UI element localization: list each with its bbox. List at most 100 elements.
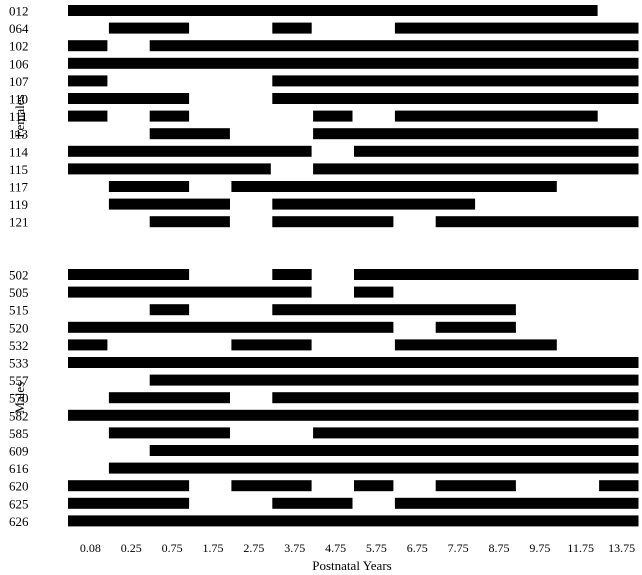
x-tick-label: 13.75 xyxy=(608,541,635,555)
bar-segment xyxy=(68,145,312,157)
bar-segment xyxy=(68,57,639,69)
row-label: 585 xyxy=(9,426,29,441)
row-label: 102 xyxy=(9,39,29,54)
bar-segment xyxy=(313,427,639,439)
x-tick-label: 6.75 xyxy=(407,541,428,555)
row-label: 616 xyxy=(9,461,29,476)
bar-segment xyxy=(354,286,394,298)
row-label: 557 xyxy=(9,373,29,388)
row-label: 012 xyxy=(9,4,29,19)
row-label: 520 xyxy=(9,320,29,335)
group-label: Females xyxy=(12,94,27,137)
bar-segment xyxy=(231,480,312,492)
bar-segment xyxy=(149,216,230,228)
bar-segment xyxy=(272,198,476,210)
x-tick-label: 5.75 xyxy=(366,541,387,555)
x-tick-label: 3.75 xyxy=(284,541,305,555)
row-label: 609 xyxy=(9,444,29,459)
bar-segment xyxy=(599,480,639,492)
bar-segment xyxy=(149,445,639,456)
row-labels-layer: 012 064 102 106 107 110 111 113 114 115 117 119 121 5… xyxy=(9,4,29,529)
x-tick-label: 9.75 xyxy=(529,541,550,555)
bar-segment xyxy=(108,427,230,439)
bar-segment xyxy=(272,269,312,280)
bar-segment xyxy=(394,110,598,122)
bar-segment xyxy=(394,22,639,34)
bar-segment xyxy=(108,181,190,192)
row-label: 626 xyxy=(9,514,29,529)
row-label: 117 xyxy=(9,180,29,195)
bar-segment xyxy=(313,163,639,175)
row-label: 114 xyxy=(9,144,29,159)
bar-segment xyxy=(313,110,353,122)
bar-segment xyxy=(149,40,639,52)
bar-segment xyxy=(354,480,394,492)
row-label: 113 xyxy=(9,127,28,142)
row-label: 502 xyxy=(9,268,29,283)
bar-segment xyxy=(68,339,108,351)
row-label: 107 xyxy=(9,74,29,89)
x-tick-label: 2.75 xyxy=(243,541,264,555)
bar-segment xyxy=(149,110,190,122)
row-label: 121 xyxy=(9,215,29,230)
bar-segment xyxy=(68,110,108,122)
bar-segment xyxy=(272,392,639,404)
bar-segment xyxy=(68,286,312,298)
bar-segment xyxy=(68,269,190,280)
row-label: 119 xyxy=(9,197,28,212)
bar-segment xyxy=(354,145,639,157)
bar-segment xyxy=(68,515,639,527)
bar-segment xyxy=(272,93,639,104)
bar-segment xyxy=(68,480,190,492)
bar-segment xyxy=(149,374,639,386)
bar-segment xyxy=(272,75,639,87)
bar-segment xyxy=(149,128,230,140)
row-label: 582 xyxy=(9,408,29,423)
bar-segment xyxy=(108,392,230,404)
x-tick-label: 4.75 xyxy=(325,541,346,555)
bar-segment xyxy=(272,216,394,228)
bar-segment xyxy=(68,409,639,421)
row-label: 106 xyxy=(9,56,29,71)
bar-segment xyxy=(108,198,230,210)
row-label: 515 xyxy=(9,303,29,318)
bar-segment xyxy=(231,339,312,351)
group-label: Males xyxy=(12,382,27,414)
row-label: 111 xyxy=(9,109,28,124)
bar-segment xyxy=(435,321,516,333)
bar-segment xyxy=(68,163,271,175)
row-label: 110 xyxy=(9,92,28,107)
row-label: 505 xyxy=(9,285,29,300)
bar-segment xyxy=(313,128,639,140)
x-tick-label: 8.75 xyxy=(489,541,510,555)
bar-segment xyxy=(435,480,516,492)
bar-segment xyxy=(231,181,557,192)
bar-segment xyxy=(272,304,516,316)
bar-segment xyxy=(68,5,598,16)
bar-segment xyxy=(272,497,353,509)
bar-segment xyxy=(354,269,639,280)
bar-segment xyxy=(108,22,190,34)
x-tick-label: 11.75 xyxy=(567,541,594,555)
row-label: 620 xyxy=(9,479,29,494)
bar-segment xyxy=(68,40,108,52)
bar-segment xyxy=(68,357,639,368)
row-label: 625 xyxy=(9,496,29,511)
bar-segment xyxy=(68,321,394,333)
bar-segment xyxy=(272,22,312,34)
x-tick-label: 0.25 xyxy=(121,541,142,555)
x-tick-label: 0.08 xyxy=(80,541,101,555)
bar-segment xyxy=(149,304,190,316)
row-label: 533 xyxy=(9,356,29,371)
row-label: 064 xyxy=(9,21,29,36)
x-tick-label: 0.75 xyxy=(162,541,183,555)
bar-segment xyxy=(68,497,190,509)
row-label: 115 xyxy=(9,162,28,177)
row-label: 532 xyxy=(9,338,29,353)
bars-layer xyxy=(68,5,639,527)
bar-segment xyxy=(68,93,190,104)
x-axis-title: Postnatal Years xyxy=(312,558,391,573)
x-tick-label: 1.75 xyxy=(203,541,224,555)
row-label: 570 xyxy=(9,391,29,406)
